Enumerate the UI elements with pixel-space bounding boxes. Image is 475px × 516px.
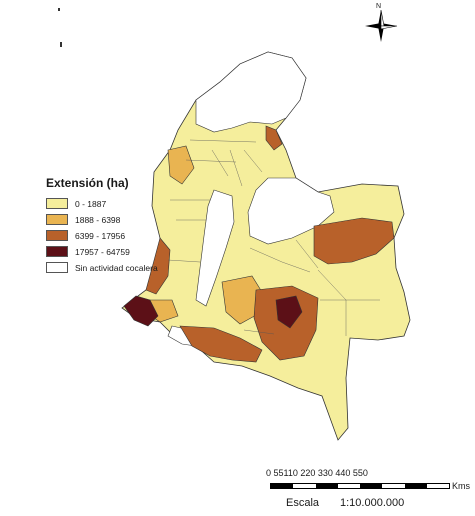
legend-item: 0 - 1887 [46, 196, 158, 211]
scale-ticks: 0 55110 220 330 440 550 [266, 468, 368, 478]
north-arrow-icon [365, 9, 398, 42]
region-narino [123, 295, 159, 327]
legend-swatch [46, 214, 68, 225]
scale-bar: 0 55110 220 330 440 550 Kms Escala 1:10.… [266, 468, 475, 514]
region-catatumbo [265, 125, 283, 151]
white-region-east [247, 177, 335, 245]
scale-bar-graphic [270, 483, 450, 489]
scale-word: Escala [286, 497, 320, 509]
legend-swatch [46, 246, 68, 257]
legend: Extensión (ha) 0 - 1887 1888 - 6398 6399 -… [46, 176, 158, 276]
north-label: N [376, 3, 382, 10]
legend-item: 6399 - 17956 [46, 228, 158, 243]
legend-label: 1888 - 6398 [75, 214, 121, 225]
legend-label: 0 - 1887 [75, 198, 107, 209]
scale-unit: Kms [452, 481, 470, 491]
legend-label: 6399 - 17956 [75, 230, 126, 241]
legend-item: 17957 - 64759 [46, 244, 158, 259]
white-region-north [195, 51, 307, 133]
scale-ratio: 1:10.000.000 [340, 497, 405, 509]
region-pacific-coast [145, 237, 171, 295]
region-guaviare-dark [275, 295, 303, 329]
region-putumayo [179, 325, 263, 363]
white-region-center [195, 189, 235, 307]
legend-swatch [46, 230, 68, 241]
legend-swatch [46, 262, 68, 273]
region-meta-guaviare [313, 217, 395, 265]
legend-label: 17957 - 64759 [75, 246, 130, 257]
legend-swatch [46, 198, 68, 209]
region-light-orange-2 [167, 145, 195, 185]
legend-item: 1888 - 6398 [46, 212, 158, 227]
island-san-andres [60, 42, 62, 47]
legend-title: Extensión (ha) [46, 176, 129, 190]
legend-label: Sin actividad cocalera [75, 262, 158, 273]
legend-item: Sin actividad cocalera [46, 260, 158, 275]
island-providencia [58, 8, 60, 11]
